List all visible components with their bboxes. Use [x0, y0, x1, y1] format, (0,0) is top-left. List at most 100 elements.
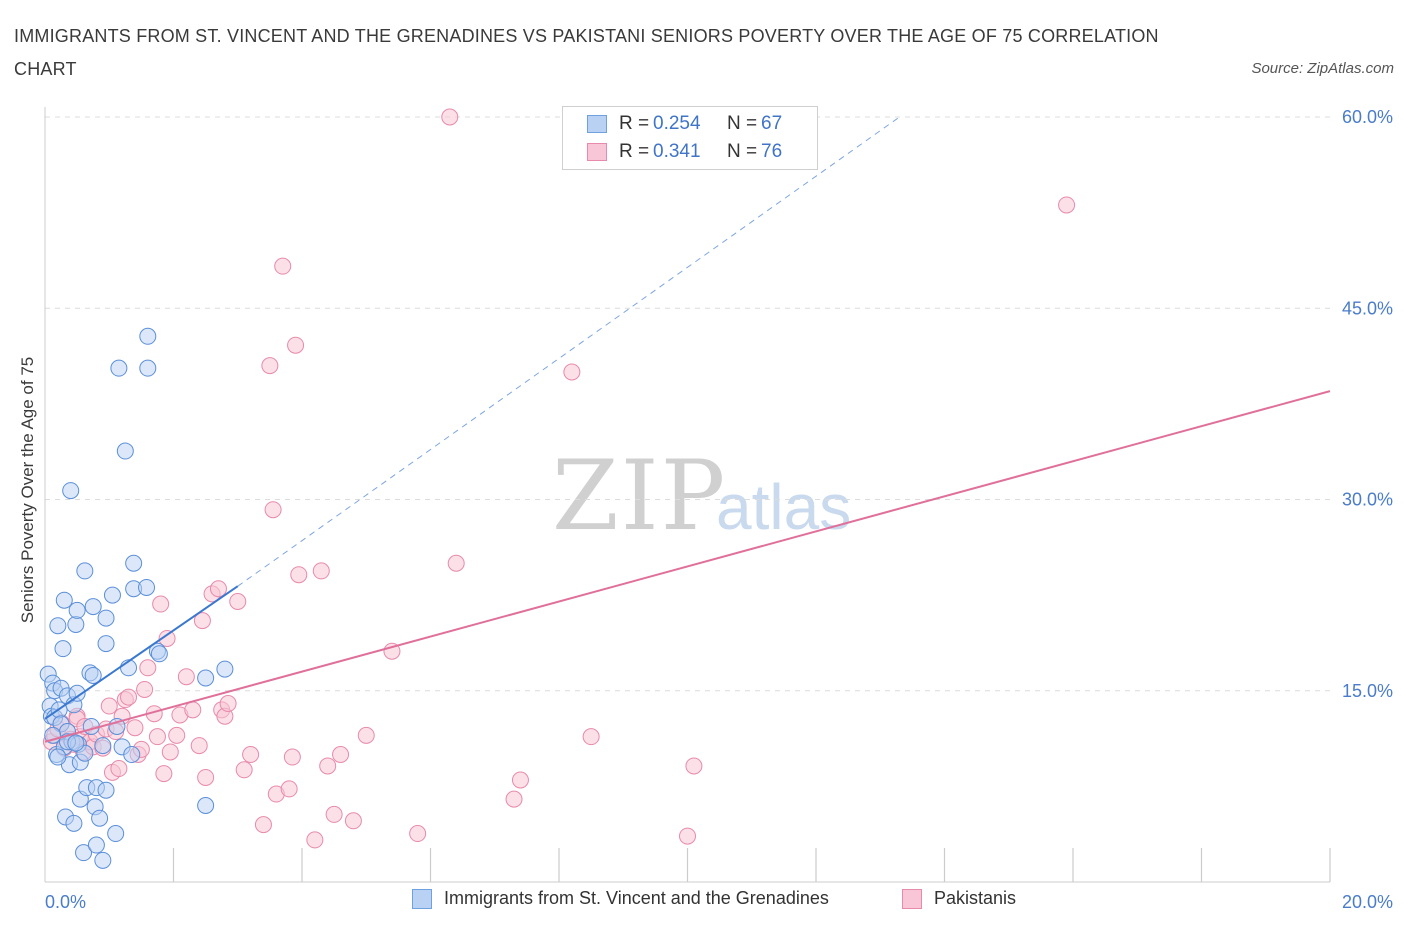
pakistanis-point: [1058, 196, 1076, 214]
pakistanis-point: [136, 680, 154, 698]
pakistanis-point: [177, 668, 195, 686]
legend-r-label: R =: [619, 141, 650, 162]
pakistanis-point: [209, 580, 227, 598]
st-vincent-point: [62, 482, 80, 500]
pakistanis-point: [193, 612, 211, 630]
st-vincent-point: [94, 737, 112, 755]
st-vincent-point: [103, 586, 121, 604]
pakistanis-point: [441, 108, 459, 126]
st-vincent-point: [97, 609, 115, 627]
pakistanis-point: [120, 688, 138, 706]
legend-row-series1: R = 0.254 N = 67: [587, 112, 782, 136]
pakistanis-point: [155, 765, 173, 783]
pakistanis-point: [219, 695, 237, 712]
pakistanis-point: [685, 757, 703, 775]
st-vincent-point: [107, 825, 125, 843]
st-vincent-point: [49, 617, 67, 635]
pakistanis-trend-line: [44, 390, 1331, 743]
legend-swatch-series1: [587, 115, 607, 133]
pakistanis-point: [126, 719, 144, 737]
series-legend: Immigrants from St. Vincent and the Gren…: [0, 888, 1406, 916]
pakistanis-point: [582, 728, 600, 746]
pakistanis-point: [505, 790, 523, 808]
series-legend-label-2: Pakistanis: [934, 888, 1017, 908]
y-tick-label: 15.0%: [1342, 681, 1393, 701]
pakistanis-point: [184, 701, 202, 719]
st-vincent-point: [76, 562, 94, 580]
legend-r-value: 0.341: [653, 141, 701, 162]
st-vincent-point: [150, 645, 168, 663]
st-vincent-point: [68, 601, 86, 619]
st-vincent-point: [139, 359, 157, 377]
pakistanis-point: [242, 746, 260, 763]
st-vincent-point: [75, 844, 93, 862]
y-tick-label: 60.0%: [1342, 107, 1393, 127]
st-vincent-point: [125, 554, 143, 572]
legend-r-label: R =: [619, 113, 650, 134]
pakistanis-point: [679, 827, 696, 845]
st-vincent-point: [54, 640, 72, 658]
pakistanis-point: [332, 746, 350, 763]
pakistanis-point: [312, 562, 330, 580]
pakistanis-point: [161, 743, 179, 761]
legend-row-series2: R = 0.341 N = 76: [587, 140, 782, 164]
legend-n-label: N =: [727, 141, 758, 162]
pakistanis-point: [254, 816, 272, 834]
st-vincent-point: [84, 666, 102, 684]
pakistanis-point: [168, 726, 186, 744]
chart-source: Source: ZipAtlas.com: [1251, 60, 1394, 77]
st-vincent-point: [65, 814, 83, 832]
pakistanis-point: [280, 780, 298, 798]
series-legend-swatch-2: [902, 888, 922, 909]
st-vincent-trend-line: [44, 585, 239, 720]
correlation-legend: R = 0.254 N = 67 R = 0.341 N = 76: [562, 106, 818, 170]
st-vincent-point: [116, 442, 134, 460]
pakistanis-point: [306, 831, 324, 849]
pakistanis-point: [319, 757, 337, 775]
pakistanis-point: [139, 659, 157, 677]
y-tick-label: 45.0%: [1342, 298, 1393, 318]
legend-r-value: 0.254: [653, 113, 701, 134]
pakistanis-point: [283, 748, 301, 766]
pakistanis-point: [264, 501, 282, 519]
st-vincent-point: [84, 598, 102, 616]
pakistanis-point: [357, 726, 375, 744]
legend-n-value: 67: [761, 113, 783, 134]
st-vincent-point: [49, 748, 67, 766]
legend-n-value: 76: [761, 141, 783, 162]
y-tick-label: 30.0%: [1342, 490, 1393, 510]
st-vincent-point: [197, 669, 215, 687]
chart-title: IMMIGRANTS FROM ST. VINCENT AND THE GREN…: [14, 26, 1159, 79]
pakistanis-point: [325, 805, 343, 823]
st-vincent-point: [110, 359, 128, 377]
series-legend-swatch-1: [412, 888, 432, 909]
series-legend-item-1: Immigrants from St. Vincent and the Gren…: [412, 888, 829, 909]
pakistanis-point: [148, 728, 166, 746]
pakistanis-point: [563, 363, 581, 381]
pakistanis-point: [110, 760, 128, 778]
st-vincent-point: [91, 809, 109, 827]
st-vincent-point: [139, 327, 157, 345]
st-vincent-point: [94, 851, 112, 869]
x-tick-label: 20.0%: [1342, 892, 1393, 912]
st-vincent-point: [97, 635, 115, 653]
legend-n-label: N =: [727, 113, 758, 134]
pakistanis-point: [158, 629, 176, 647]
pakistanis-point: [100, 697, 118, 715]
st-vincent-point: [87, 836, 105, 854]
st-vincent-point: [55, 591, 73, 609]
pakistanis-point: [344, 812, 362, 830]
pakistanis-point: [287, 336, 305, 354]
st-vincent-point: [67, 615, 85, 633]
pakistanis-point: [229, 593, 247, 610]
pakistanis-point: [409, 825, 427, 843]
watermark-zip: ZIP: [552, 440, 728, 552]
pakistanis-point: [197, 768, 215, 786]
pakistanis-point: [190, 737, 208, 755]
st-vincent-point: [67, 734, 85, 752]
watermark-atlas: atlas: [716, 471, 852, 543]
pakistanis-point: [447, 554, 465, 572]
pakistanis-point: [261, 357, 279, 375]
pakistanis-point: [290, 566, 308, 584]
